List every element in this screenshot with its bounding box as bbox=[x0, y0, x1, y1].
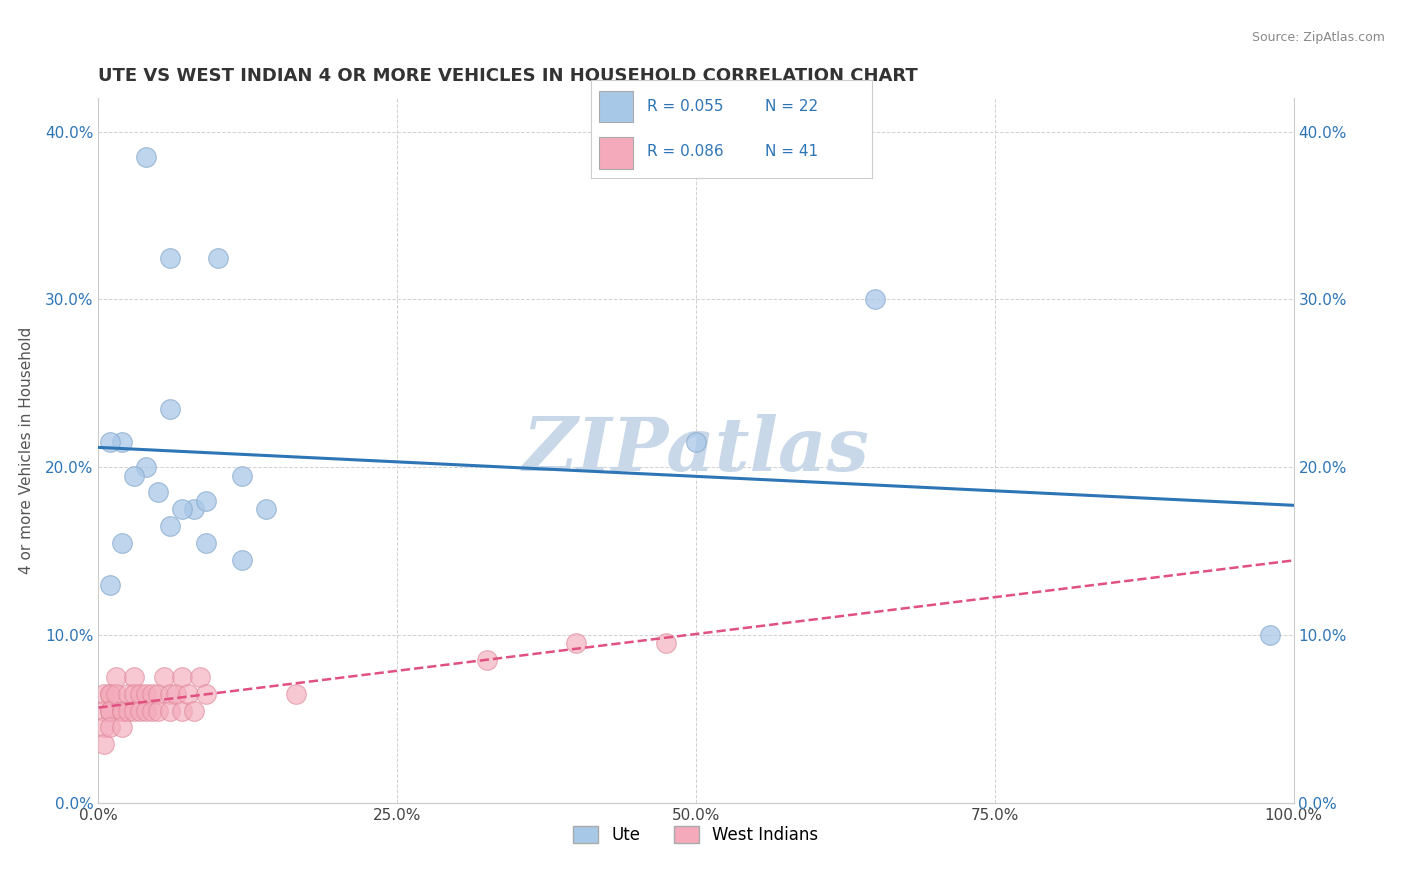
Point bbox=[98, 704, 122, 718]
Point bbox=[111, 720, 134, 734]
Point bbox=[159, 704, 181, 718]
Point bbox=[135, 704, 157, 718]
Point bbox=[207, 251, 229, 265]
Point bbox=[98, 435, 122, 450]
Point bbox=[117, 687, 139, 701]
Point bbox=[135, 687, 157, 701]
Point bbox=[98, 687, 122, 701]
Point bbox=[183, 502, 205, 516]
Point bbox=[129, 704, 152, 718]
Point bbox=[231, 552, 253, 566]
Point bbox=[565, 636, 588, 650]
Point bbox=[865, 293, 887, 307]
Text: UTE VS WEST INDIAN 4 OR MORE VEHICLES IN HOUSEHOLD CORRELATION CHART: UTE VS WEST INDIAN 4 OR MORE VEHICLES IN… bbox=[98, 68, 918, 86]
Point bbox=[135, 150, 157, 164]
Point bbox=[135, 460, 157, 475]
Point bbox=[93, 704, 115, 718]
Point bbox=[254, 502, 277, 516]
Point bbox=[105, 687, 128, 701]
Point bbox=[111, 704, 134, 718]
Point bbox=[124, 670, 146, 684]
Point bbox=[111, 704, 134, 718]
Point bbox=[159, 687, 181, 701]
Point bbox=[475, 653, 498, 667]
Point bbox=[685, 435, 707, 450]
FancyBboxPatch shape bbox=[599, 91, 633, 122]
Point bbox=[195, 687, 218, 701]
Point bbox=[172, 670, 194, 684]
Point bbox=[98, 577, 122, 591]
Point bbox=[129, 687, 152, 701]
Text: ZIPatlas: ZIPatlas bbox=[523, 414, 869, 487]
Text: Source: ZipAtlas.com: Source: ZipAtlas.com bbox=[1251, 31, 1385, 45]
Point bbox=[141, 704, 163, 718]
Point bbox=[231, 468, 253, 483]
Point bbox=[141, 687, 163, 701]
Point bbox=[159, 401, 181, 416]
Point bbox=[153, 670, 176, 684]
Point bbox=[98, 720, 122, 734]
Point bbox=[183, 704, 205, 718]
Point bbox=[655, 636, 678, 650]
FancyBboxPatch shape bbox=[599, 137, 633, 169]
Point bbox=[124, 468, 146, 483]
Point bbox=[172, 502, 194, 516]
Point bbox=[93, 687, 115, 701]
Text: N = 41: N = 41 bbox=[765, 145, 818, 160]
Point bbox=[117, 704, 139, 718]
Point bbox=[111, 435, 134, 450]
Point bbox=[93, 720, 115, 734]
Point bbox=[148, 485, 170, 500]
Point bbox=[124, 704, 146, 718]
Point bbox=[159, 251, 181, 265]
Point bbox=[177, 687, 200, 701]
Point bbox=[124, 687, 146, 701]
Point bbox=[172, 704, 194, 718]
Text: R = 0.086: R = 0.086 bbox=[647, 145, 723, 160]
Point bbox=[195, 493, 218, 508]
Point bbox=[195, 535, 218, 549]
Point bbox=[98, 704, 122, 718]
Point bbox=[1258, 628, 1281, 642]
Text: N = 22: N = 22 bbox=[765, 99, 818, 114]
Text: R = 0.055: R = 0.055 bbox=[647, 99, 723, 114]
Point bbox=[165, 687, 187, 701]
Point bbox=[111, 535, 134, 549]
Point bbox=[148, 687, 170, 701]
Point bbox=[98, 687, 122, 701]
Legend: Ute, West Indians: Ute, West Indians bbox=[567, 820, 825, 851]
Point bbox=[93, 737, 115, 751]
Point bbox=[148, 704, 170, 718]
Point bbox=[188, 670, 211, 684]
Point bbox=[159, 519, 181, 533]
Y-axis label: 4 or more Vehicles in Household: 4 or more Vehicles in Household bbox=[18, 326, 34, 574]
Point bbox=[105, 670, 128, 684]
Point bbox=[284, 687, 307, 701]
